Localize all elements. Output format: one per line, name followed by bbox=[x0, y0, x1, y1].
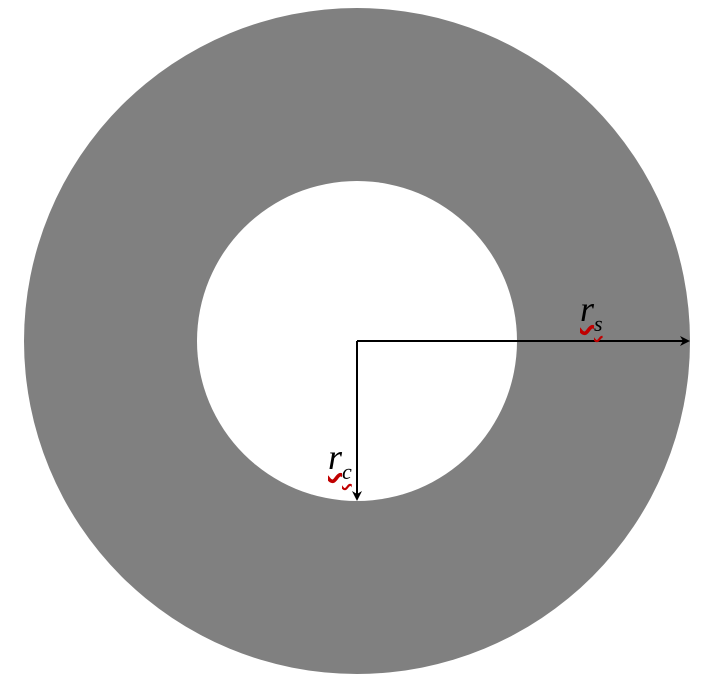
label-rs-base: r bbox=[580, 289, 594, 329]
arrow-overlay bbox=[0, 0, 715, 683]
diagram-stage: rs rc bbox=[0, 0, 715, 683]
label-rc: rc bbox=[328, 436, 352, 479]
label-rs-sub: s bbox=[594, 311, 603, 336]
label-rc-base: r bbox=[328, 437, 342, 477]
label-rc-sub: c bbox=[342, 459, 352, 484]
label-rs: rs bbox=[580, 288, 603, 331]
